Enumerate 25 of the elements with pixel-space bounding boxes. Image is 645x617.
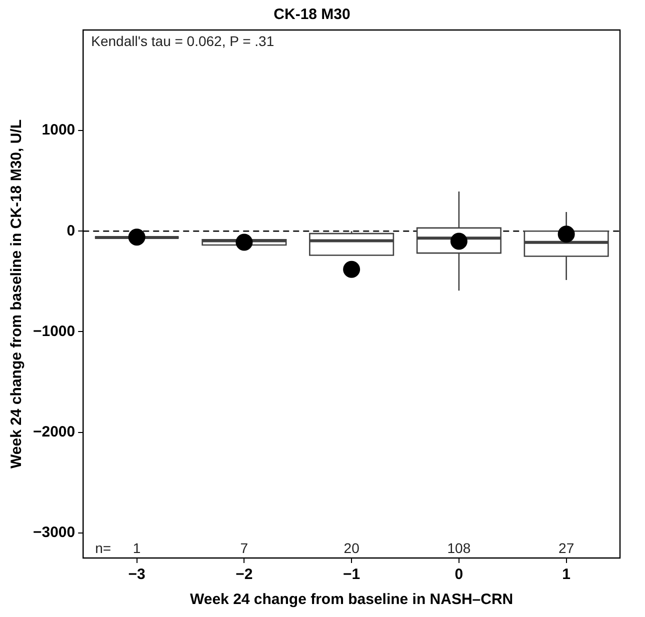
x-tick-label: 1 [562, 566, 570, 584]
y-tick-label: −2000 [32, 423, 76, 440]
point [236, 234, 253, 251]
y-axis-title: Week 24 change from baseline in CK-18 M30, U/L [8, 120, 26, 468]
annotation: 1 [132, 540, 141, 556]
x-tick-label: 0 [454, 566, 464, 584]
annotation: n= [95, 540, 112, 556]
y-tick-label: −1000 [32, 322, 76, 340]
point [450, 232, 468, 250]
point [343, 260, 360, 278]
x-axis-title: Week 24 change from baseline in NASH–CRN [190, 591, 514, 608]
y-tick-label: 1000 [42, 122, 76, 139]
x-tick-label: −2 [236, 566, 253, 584]
point [128, 228, 146, 246]
y-tick-label: −3000 [32, 524, 76, 541]
x-tick-label: −1 [343, 566, 360, 584]
y-tick-label: 0 [66, 222, 76, 240]
chart-title: CK-18 M30 [274, 6, 350, 24]
annotation: Kendall's tau = 0.062, P = .31 [91, 32, 274, 49]
point [558, 226, 575, 243]
x-tick-label: −3 [128, 566, 146, 584]
annotation: 20 [344, 540, 360, 556]
annotation: 108 [447, 540, 471, 556]
annotation: 27 [558, 540, 574, 556]
annotation: 7 [240, 540, 248, 556]
